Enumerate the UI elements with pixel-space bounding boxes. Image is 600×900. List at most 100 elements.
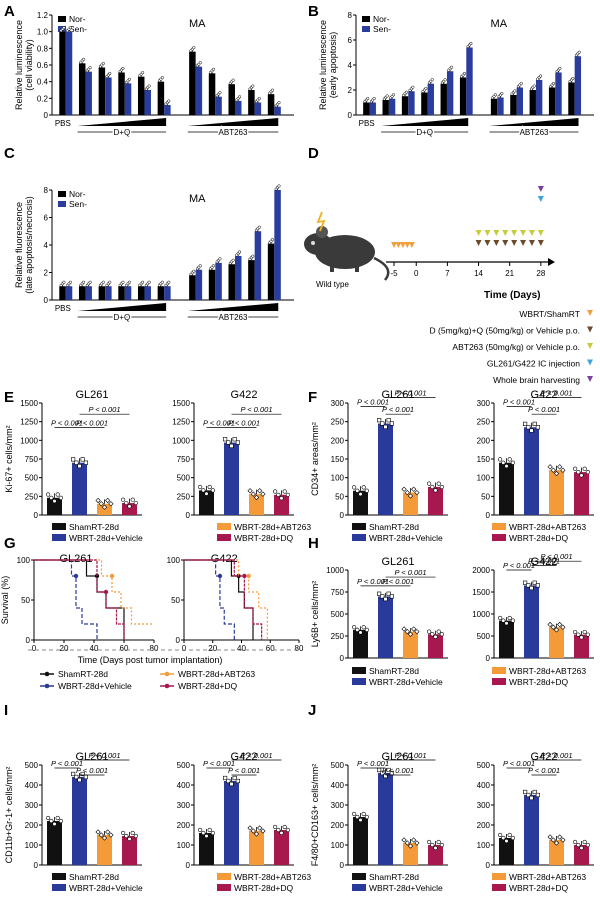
data-point (229, 443, 234, 449)
bar-wbrt-28d-abt263 (549, 840, 564, 865)
pvalue-label: P < 0.001 (240, 751, 272, 760)
data-point (535, 583, 540, 588)
dq-marker (484, 240, 491, 246)
abt263-marker (520, 230, 527, 236)
data-point (366, 96, 370, 101)
chart-e-gl261-ytick-label: 1000 (20, 436, 38, 445)
data-point (108, 280, 112, 284)
pvalue-label: P < 0.001 (203, 759, 235, 768)
data-point (504, 621, 509, 626)
panel-a-ytick-label: 0.8 (37, 44, 49, 53)
data-point (71, 771, 76, 777)
legend-swatch (352, 523, 366, 530)
xtick-label: 20 (208, 644, 217, 653)
timeline-tick-label: 0 (414, 269, 419, 278)
data-point (253, 494, 260, 501)
legend-label-sen: Sen- (373, 24, 391, 34)
panel-letters: A B C D E F G H I J (4, 3, 319, 719)
y-axis-label-line: Ki-67+ cells/mm² (4, 425, 14, 492)
legend-swatch (492, 667, 506, 674)
legend-label: WBRT-28d+ABT263 (509, 872, 586, 882)
panel-b-ytick-label: 8 (348, 11, 353, 20)
chart-title: GL261 (381, 556, 414, 568)
data-point (424, 86, 428, 91)
chart-i-g422-ytick-label: 400 (177, 781, 191, 790)
data-point (364, 814, 370, 820)
data-point (198, 61, 202, 65)
dq-marker (520, 240, 527, 246)
data-point (433, 634, 438, 639)
data-point (133, 833, 138, 839)
chart-i-gl261-ytick-label: 300 (25, 801, 39, 810)
bar-wbrt-28d-dq (574, 472, 589, 515)
data-point (380, 594, 385, 599)
data-point (257, 96, 261, 101)
data-point (232, 775, 237, 781)
data-point (462, 71, 467, 76)
data-point (223, 775, 228, 781)
chart-i-gl261-ytick-label: 200 (25, 821, 39, 830)
data-point (130, 830, 135, 836)
data-point (355, 814, 360, 820)
mouse-label: Wild type (316, 280, 349, 289)
data-point (553, 627, 560, 633)
bar-wbrt-28d-vehicle (378, 773, 393, 865)
bar-shamrt-28d (499, 462, 514, 515)
data-point (558, 66, 562, 71)
data-point (572, 839, 578, 845)
data-point (211, 67, 216, 71)
y-axis-label: Ly6B+ cells/mm² (310, 581, 320, 647)
y-axis-label-line: CD11b+Gr-1+ cells/mm² (4, 767, 14, 864)
survival-line-shamrt-28d (34, 559, 125, 640)
data-point (198, 264, 202, 268)
data-point (277, 101, 281, 105)
data-point (535, 425, 540, 430)
bar-wbrt-28d-vehicle (224, 442, 239, 515)
data-point (74, 774, 79, 780)
chart-f-g422-ytick-label: 200 (477, 436, 491, 445)
legend-swatch-sen (58, 201, 66, 207)
harvest-marker (537, 186, 544, 192)
data-point (257, 225, 261, 229)
bar-sen (195, 66, 203, 115)
legend-swatch (352, 873, 366, 880)
data-point (529, 795, 534, 801)
data-point (493, 93, 498, 97)
legend-label: WBRT-28d+DQ (509, 533, 569, 543)
data-point (576, 632, 581, 637)
panel-a-ytick-label: 0.4 (37, 78, 49, 87)
panel-c-ytick-label: 4 (44, 241, 49, 250)
bar-wbrt-28d-dq (574, 634, 589, 658)
data-point (277, 184, 281, 188)
abt263-marker (528, 230, 535, 236)
data-point (547, 834, 553, 840)
bar-sen (274, 106, 281, 115)
bar-nor (459, 77, 467, 115)
panel-letter-g: G (4, 535, 16, 552)
pvalue-label: P < 0.001 (528, 557, 560, 566)
survival-line-wbrt-28d-dq (184, 559, 263, 640)
bar-sen (124, 286, 132, 300)
panel-letter-j: J (308, 702, 316, 719)
survival-line-wbrt-28d-vehicle (184, 559, 235, 640)
bar-sen (65, 286, 73, 300)
data-point (270, 88, 275, 92)
bar-sen (254, 231, 262, 300)
legend-marker (164, 671, 170, 677)
data-point (279, 496, 284, 501)
wbrt-marker (408, 242, 415, 248)
chart-e-g422-ytick-label: 1000 (172, 436, 190, 445)
dose-ramp-abt (489, 118, 579, 126)
data-point (433, 488, 438, 493)
data-point (207, 827, 212, 833)
xtick-label: 0 (182, 644, 187, 653)
panel-d-schematic: Wild type Time (Days) -5 0 7 14 21 28 WBRT/Sh… (304, 186, 593, 385)
panel-a-ytick-label: 1.0 (37, 28, 49, 37)
data-point (585, 632, 591, 637)
dq-marker (528, 240, 535, 246)
panel-b-ytick-label: 4 (348, 61, 353, 70)
chart-f-gl261-ytick-label: 50 (335, 492, 344, 501)
key-label: Whole brain harvesting (493, 375, 580, 385)
